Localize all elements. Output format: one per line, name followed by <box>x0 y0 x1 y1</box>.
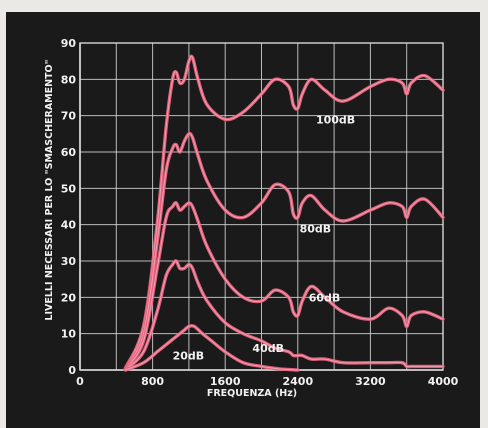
plot-frame <box>79 42 444 371</box>
curve-label-60db: 60dB <box>309 291 341 304</box>
y-tick-label-80: 80 <box>61 73 77 86</box>
tick-labels: 0 800 1600 2400 3200 4000 0 10 20 30 40 50 60 70 80 90 <box>61 37 459 388</box>
curve-label-80db: 80dB <box>300 222 332 235</box>
x-tick-label-3200: 3200 <box>355 375 386 388</box>
y-tick-label-0: 0 <box>68 364 76 377</box>
series-curve-60db <box>123 201 445 371</box>
curve-label-40db: 40dB <box>252 342 284 355</box>
x-tick-label-800: 800 <box>141 375 164 388</box>
x-tick-label-0: 0 <box>76 375 84 388</box>
x-axis-label: FREQUENZA (Hz) <box>207 388 297 399</box>
y-tick-label-60: 60 <box>61 146 77 159</box>
y-tick-label-90: 90 <box>61 37 77 50</box>
x-tick-label-4000: 4000 <box>428 375 459 388</box>
series-curve-highlight-20db <box>124 325 299 371</box>
axes <box>79 42 444 371</box>
series-curve-highlight-80db <box>124 133 444 370</box>
series-curve-100db <box>123 54 445 370</box>
series-curve-highlight-40db <box>124 260 444 371</box>
y-axis-label: LIVELLI NECESSARI PER LO "SMASCHERAMENTO… <box>44 59 55 320</box>
series-curve-highlight-60db <box>124 202 444 370</box>
y-tick-label-50: 50 <box>61 182 77 195</box>
series-curve-highlight-100db <box>124 55 444 369</box>
y-tick-label-30: 30 <box>61 255 77 268</box>
y-tick-label-10: 10 <box>61 328 77 341</box>
y-tick-label-40: 40 <box>61 219 77 232</box>
curve-labels: 100dB 80dB 60dB 40dB 20dB <box>173 113 356 362</box>
curve-label-100db: 100dB <box>316 113 355 126</box>
y-tick-label-70: 70 <box>61 110 77 123</box>
x-tick-label-2400: 2400 <box>282 375 313 388</box>
y-tick-label-20: 20 <box>61 291 77 304</box>
curve-label-20db: 20dB <box>173 349 205 362</box>
series-curves <box>123 54 445 372</box>
x-tick-label-1600: 1600 <box>210 375 241 388</box>
